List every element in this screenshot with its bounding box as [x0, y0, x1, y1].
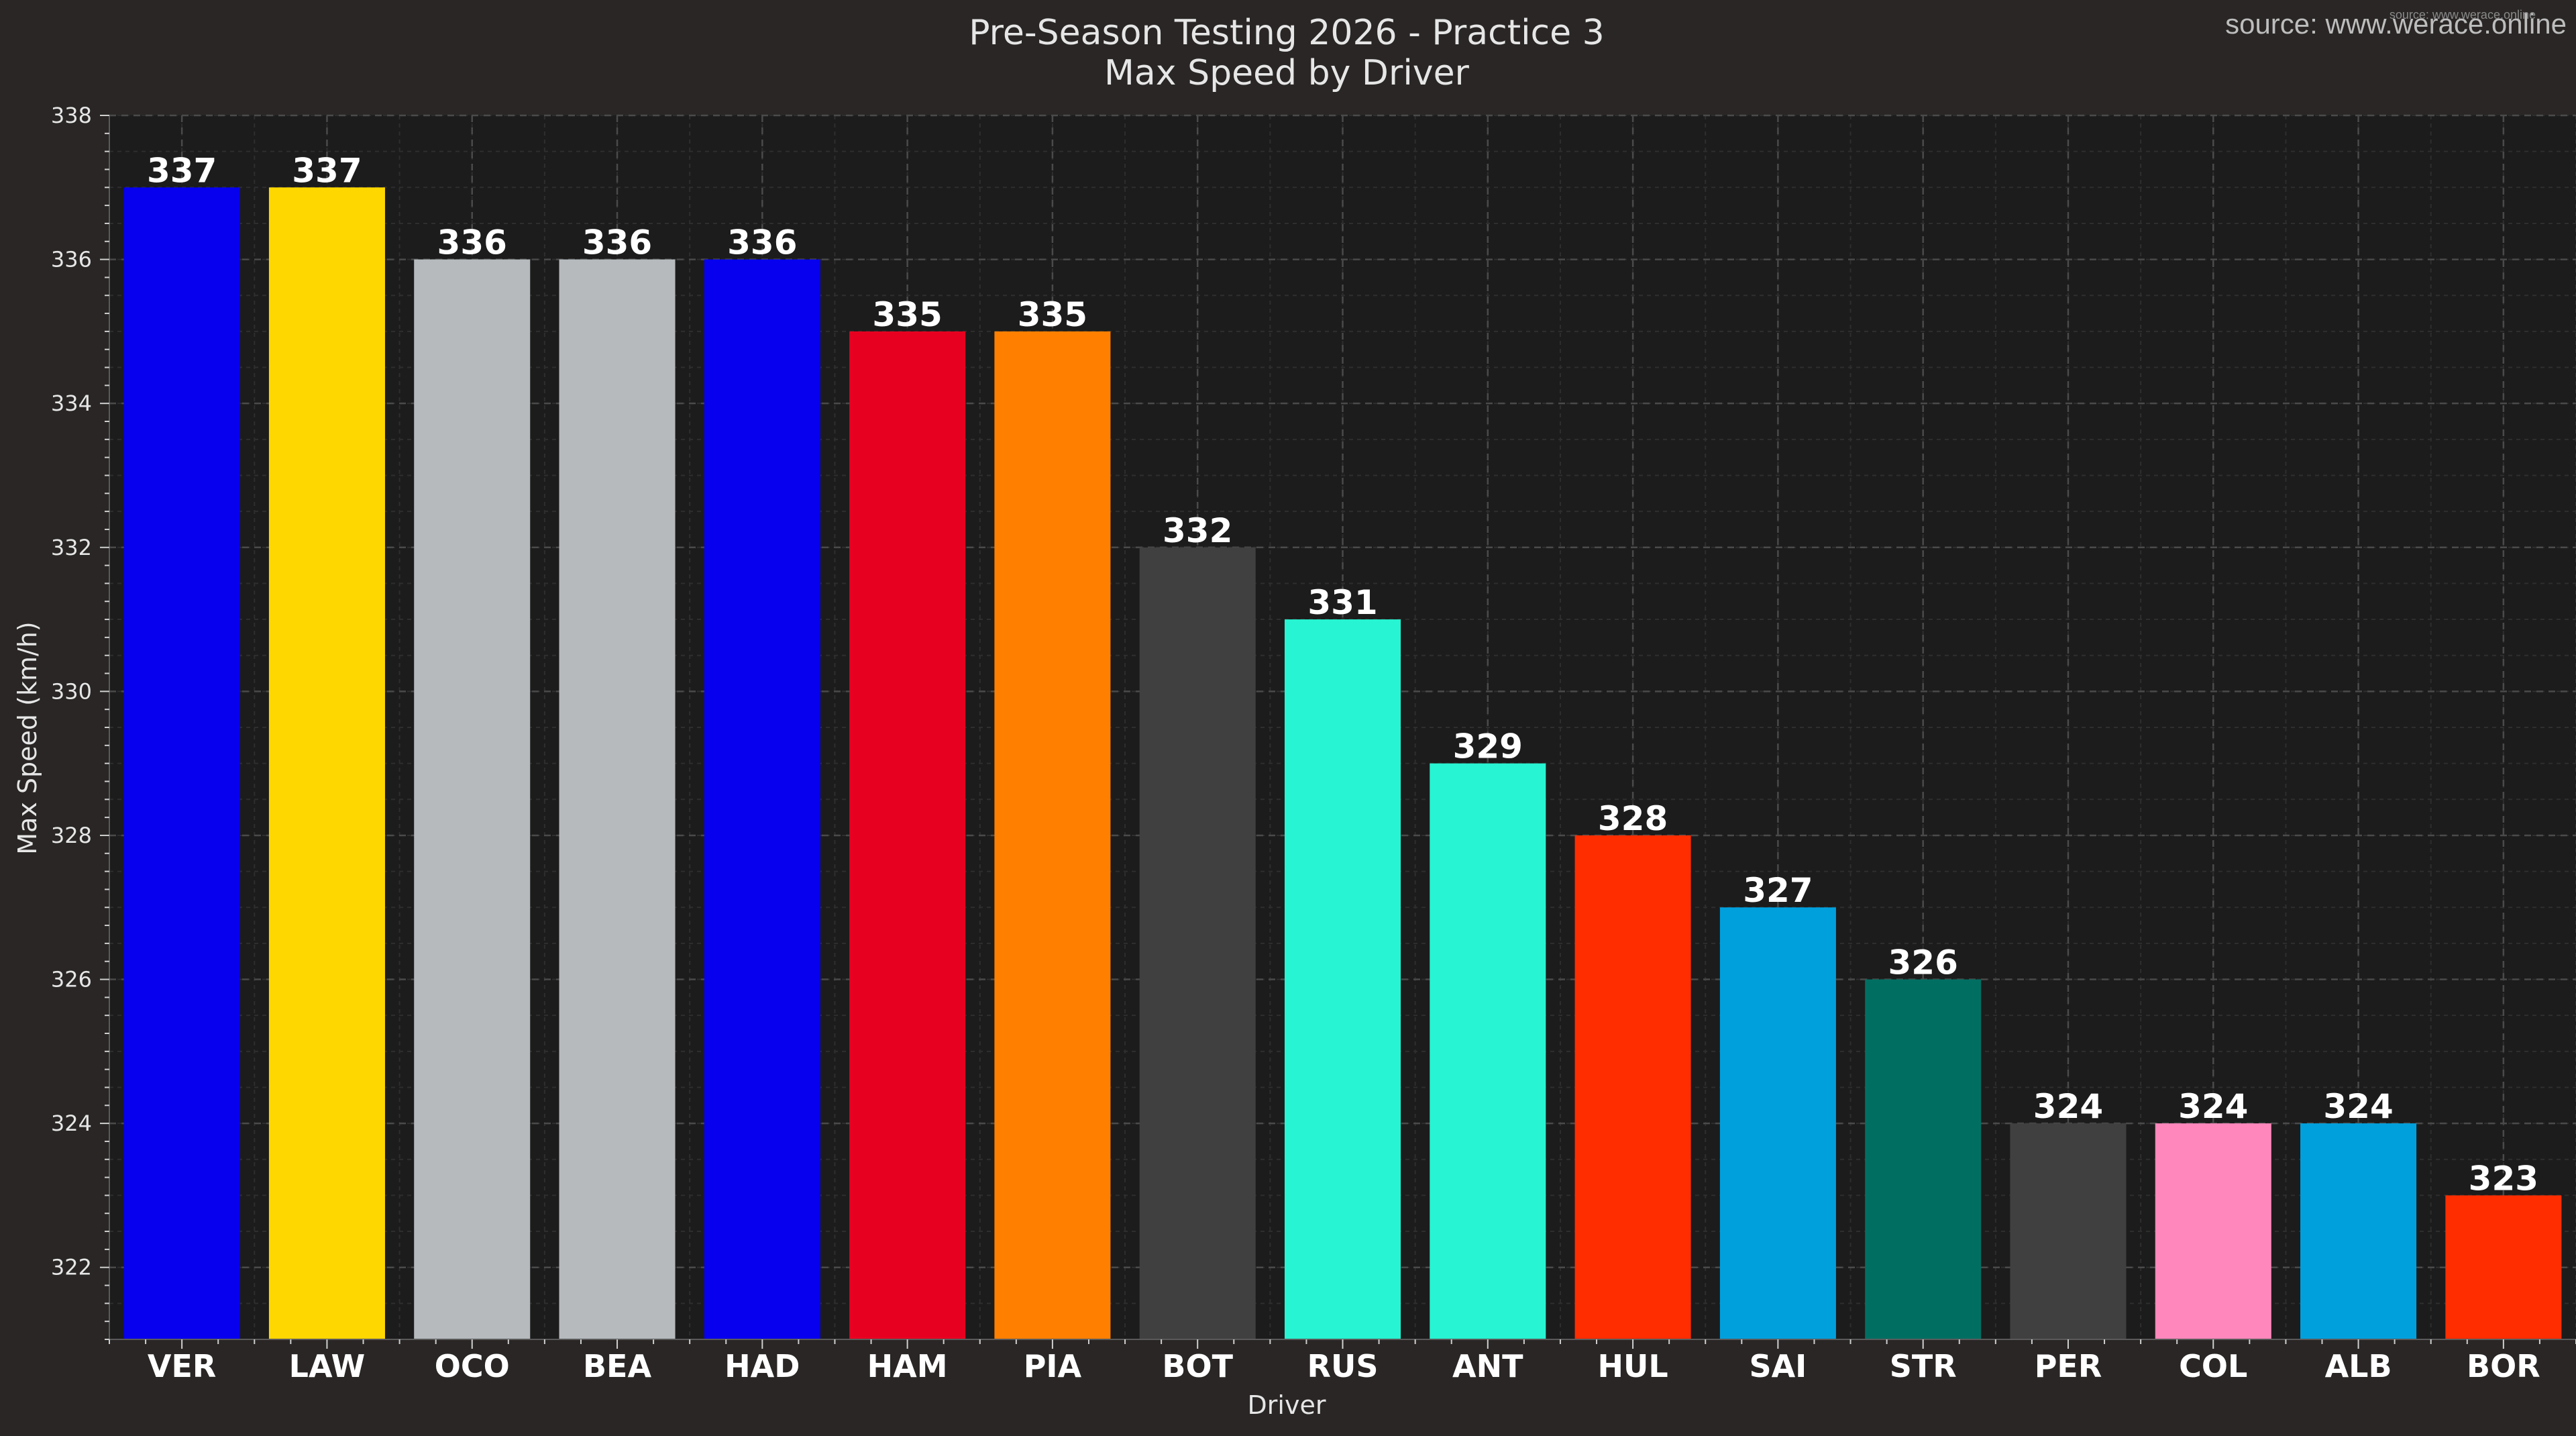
data-label-str: 326 — [1888, 943, 1957, 982]
x-tick-label-ant: ANT — [1452, 1348, 1523, 1384]
data-label-ham: 335 — [872, 295, 942, 334]
data-label-bor: 323 — [2469, 1159, 2538, 1198]
x-tick-label-bot: BOT — [1162, 1348, 1233, 1384]
data-label-ver: 337 — [147, 151, 217, 190]
data-label-bot: 332 — [1163, 511, 1232, 550]
y-tick-label: 334 — [51, 391, 92, 416]
bar-pia — [994, 331, 1111, 1340]
y-tick-label: 326 — [51, 967, 92, 992]
bar-oco — [414, 259, 531, 1339]
bar-ver — [123, 187, 240, 1339]
data-label-hul: 328 — [1598, 799, 1668, 838]
data-label-oco: 336 — [437, 223, 507, 262]
bar-hul — [1574, 835, 1691, 1339]
bar-ham — [849, 331, 966, 1340]
bar-bor — [2445, 1195, 2562, 1339]
bar-rus — [1284, 619, 1401, 1339]
y-tick-label: 322 — [51, 1255, 92, 1280]
y-axis-title: Max Speed (km/h) — [13, 621, 42, 854]
bar-per — [2010, 1123, 2127, 1339]
data-label-per: 324 — [2033, 1087, 2103, 1126]
y-tick-label: 332 — [51, 535, 92, 560]
source-label-small: source: www.werace.online — [2390, 8, 2536, 21]
x-tick-label-alb: ALB — [2325, 1348, 2392, 1384]
bar-alb — [2300, 1123, 2417, 1339]
data-label-sai: 327 — [1743, 871, 1813, 910]
bar-ant — [1430, 763, 1546, 1339]
bar-str — [1865, 979, 1982, 1339]
x-tick-label-bea: BEA — [583, 1348, 651, 1384]
y-axis: 322 324 326 328 330 332 334 336 338 — [51, 103, 110, 1340]
source-label: source: www.werace.online — [2225, 8, 2567, 40]
chart-subtitle: Max Speed by Driver — [1104, 53, 1470, 93]
data-label-col: 324 — [2178, 1087, 2248, 1126]
y-tick-label: 336 — [51, 247, 92, 272]
y-tick-label: 324 — [51, 1111, 92, 1136]
x-tick-label-law: LAW — [289, 1348, 366, 1384]
x-tick-label-ham: HAM — [867, 1348, 948, 1384]
x-tick-label-had: HAD — [724, 1348, 800, 1384]
x-tick-label-rus: RUS — [1307, 1348, 1379, 1384]
x-axis-title: Driver — [1248, 1390, 1326, 1420]
x-tick-label-str: STR — [1890, 1348, 1957, 1384]
x-tick-label-pia: PIA — [1024, 1348, 1082, 1384]
bar-col — [2155, 1123, 2271, 1339]
data-label-alb: 324 — [2323, 1087, 2393, 1126]
data-label-pia: 335 — [1018, 295, 1087, 334]
bar-bot — [1139, 547, 1256, 1340]
x-axis: VER LAW OCO BEA HAD HAM PIA BOT RUS ANT HUL SAI STR P… — [109, 1339, 2576, 1384]
bar-sai — [1719, 907, 1836, 1339]
data-label-ant: 329 — [1453, 727, 1523, 766]
x-tick-label-per: PER — [2035, 1348, 2102, 1384]
y-tick-label: 330 — [51, 678, 92, 704]
bar-had — [704, 259, 820, 1339]
bar-bea — [559, 259, 676, 1339]
x-tick-label-sai: SAI — [1749, 1348, 1807, 1384]
bar-law — [268, 187, 385, 1339]
data-label-law: 337 — [292, 151, 362, 190]
data-label-rus: 331 — [1307, 583, 1377, 622]
x-tick-label-col: COL — [2179, 1348, 2247, 1384]
x-tick-label-hul: HUL — [1598, 1348, 1668, 1384]
data-label-had: 336 — [727, 223, 797, 262]
y-tick-label: 328 — [51, 823, 92, 848]
x-tick-label-ver: VER — [148, 1348, 216, 1384]
chart-title: Pre-Season Testing 2026 - Practice 3 — [969, 13, 1605, 53]
data-label-group: 337 337 336 336 336 335 335 332 331 329 328 327 326 3… — [147, 151, 2538, 1198]
x-tick-label-oco: OCO — [435, 1348, 510, 1384]
x-tick-label-bor: BOR — [2467, 1348, 2540, 1384]
data-label-bea: 336 — [582, 223, 652, 262]
y-tick-label: 338 — [51, 103, 92, 128]
bar-group — [123, 187, 2562, 1340]
